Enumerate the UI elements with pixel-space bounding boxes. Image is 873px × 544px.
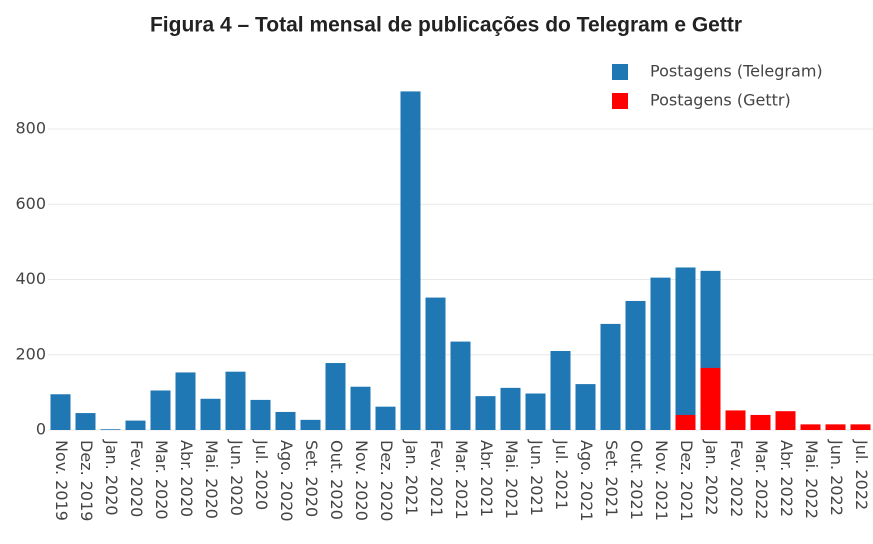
bar xyxy=(150,390,171,430)
y-tick-label: 800 xyxy=(15,119,46,138)
chart-title: Figura 4 – Total mensal de publicações d… xyxy=(150,14,742,37)
x-tick-label: Mai. 2021 xyxy=(502,440,521,519)
bar xyxy=(600,323,621,430)
x-tick-label: Mai. 2022 xyxy=(802,440,821,519)
bar xyxy=(550,350,571,430)
bar xyxy=(75,413,96,430)
x-tick-label: Jan. 2021 xyxy=(402,439,421,516)
bar xyxy=(525,393,546,430)
x-tick-label: Out. 2020 xyxy=(327,440,346,520)
bar xyxy=(800,424,821,430)
legend-swatch xyxy=(612,93,628,109)
x-tick-label: Jan. 2022 xyxy=(702,439,721,516)
y-tick-label: 600 xyxy=(15,194,46,213)
x-tick-label: Dez. 2020 xyxy=(377,440,396,521)
x-tick-label: Abr. 2021 xyxy=(477,440,496,517)
bar xyxy=(325,363,346,430)
bar xyxy=(300,419,321,430)
x-tick-label: Out. 2021 xyxy=(627,440,646,520)
x-tick-label: Fev. 2021 xyxy=(427,440,446,517)
x-tick-label: Mar. 2020 xyxy=(152,440,171,520)
bar xyxy=(275,411,296,430)
x-tick-label: Abr. 2022 xyxy=(777,440,796,517)
bar xyxy=(175,372,196,430)
x-tick-label: Jun. 2022 xyxy=(827,439,846,516)
x-tick-label: Jul. 2022 xyxy=(852,439,871,510)
x-tick-label: Abr. 2020 xyxy=(177,440,196,517)
x-tick-label: Jul. 2020 xyxy=(252,439,271,510)
bar xyxy=(850,424,871,430)
bar xyxy=(125,420,146,430)
x-tick-label: Jun. 2021 xyxy=(527,439,546,516)
x-tick-label: Set. 2021 xyxy=(602,440,621,517)
x-tick-label: Set. 2020 xyxy=(302,440,321,517)
x-tick-label: Ago. 2020 xyxy=(277,440,296,522)
legend-label: Postagens (Gettr) xyxy=(650,91,791,110)
bar xyxy=(375,406,396,430)
bar xyxy=(725,410,746,430)
x-tick-label: Jun. 2020 xyxy=(227,439,246,516)
x-tick-label: Fev. 2020 xyxy=(127,440,146,517)
legend-swatch xyxy=(612,64,628,80)
bar xyxy=(625,300,646,430)
legend-label: Postagens (Telegram) xyxy=(650,62,823,81)
bar xyxy=(575,384,596,430)
x-tick-label: Dez. 2021 xyxy=(677,440,696,521)
bar xyxy=(50,394,71,430)
bar xyxy=(775,411,796,430)
x-tick-label: Jul. 2021 xyxy=(552,439,571,510)
x-tick-label: Mar. 2022 xyxy=(752,440,771,520)
y-tick-label: 0 xyxy=(36,420,46,439)
bar xyxy=(250,399,271,430)
x-tick-label: Nov. 2021 xyxy=(652,440,671,521)
x-tick-label: Dez. 2019 xyxy=(77,440,96,521)
bar xyxy=(750,414,771,430)
bar xyxy=(200,398,221,430)
bar xyxy=(825,424,846,430)
y-tick-label: 400 xyxy=(15,269,46,288)
bar xyxy=(700,367,721,430)
bar xyxy=(350,386,371,430)
x-tick-label: Nov. 2020 xyxy=(352,440,371,521)
bar xyxy=(650,277,671,430)
bar xyxy=(425,297,446,430)
x-tick-label: Ago. 2021 xyxy=(577,440,596,522)
bar xyxy=(475,396,496,430)
bar xyxy=(400,91,421,431)
bar xyxy=(675,267,696,430)
bar xyxy=(500,387,521,430)
bar xyxy=(675,414,696,430)
bar xyxy=(225,371,246,430)
bar xyxy=(100,429,121,430)
y-tick-label: 200 xyxy=(15,344,46,363)
x-tick-label: Jan. 2020 xyxy=(102,439,121,516)
x-tick-label: Nov. 2019 xyxy=(52,440,71,521)
x-tick-label: Mar. 2021 xyxy=(452,440,471,520)
x-tick-label: Mai. 2020 xyxy=(202,440,221,519)
x-tick-label: Fev. 2022 xyxy=(727,440,746,517)
bar xyxy=(450,341,471,430)
